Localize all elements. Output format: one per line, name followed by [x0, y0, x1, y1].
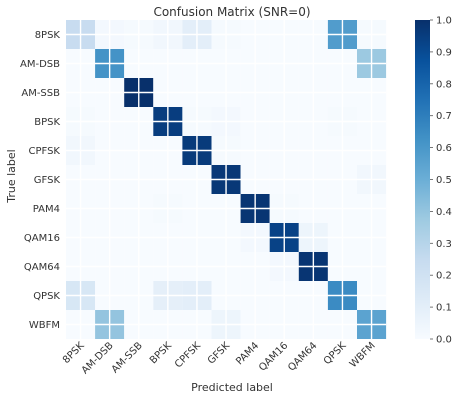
- colorbar-tick-label: 0.0: [436, 335, 452, 346]
- x-tick-label: 8PSK: [61, 340, 87, 366]
- heatmap-grid: [66, 20, 387, 339]
- y-tick-label: QAM64: [24, 262, 60, 273]
- x-tick-label: PAM4: [234, 340, 261, 367]
- colorbar-ticks: 0.0 0.1 0.2 0.3 0.4 0.5 0.6 0.7 0.8 0.9 1.0: [430, 16, 452, 346]
- colorbar-tick-label: 0.7: [436, 111, 452, 122]
- x-tick-label: QAM64: [286, 340, 319, 373]
- colorbar-tick-label: 1.0: [436, 16, 452, 27]
- x-tick-label: CPFSK: [173, 340, 203, 370]
- x-axis-label: Predicted label: [191, 381, 273, 394]
- colorbar-tick-label: 0.5: [436, 175, 452, 186]
- x-tick-label: QPSK: [322, 340, 349, 367]
- y-tick-label: QPSK: [33, 291, 60, 302]
- x-tick-label: WBFM: [348, 340, 378, 370]
- colorbar-tick-label: 0.9: [436, 47, 452, 58]
- colorbar-tick-label: 0.4: [436, 207, 452, 218]
- colorbar-tick-label: 0.2: [436, 271, 452, 282]
- colorbar: [415, 20, 430, 339]
- colorbar-tick-label: 0.3: [436, 239, 452, 250]
- x-tick-label: AM-SSB: [110, 340, 145, 375]
- y-tick-label: 8PSK: [35, 30, 61, 41]
- y-tick-labels: 8PSK AM-DSB AM-SSB BPSK CPFSK GFSK PAM4 QAM16 QA…: [20, 30, 60, 331]
- y-tick-label: QAM16: [24, 233, 60, 244]
- chart-title: Confusion Matrix (SNR=0): [153, 5, 310, 19]
- x-tick-label: QAM16: [257, 340, 290, 373]
- colorbar-tick-label: 0.8: [436, 79, 452, 90]
- y-tick-label: WBFM: [29, 320, 60, 331]
- y-tick-label: GFSK: [34, 175, 61, 186]
- x-tick-label: BPSK: [148, 340, 174, 366]
- colorbar-tick-label: 0.1: [436, 303, 452, 314]
- x-tick-label: GFSK: [206, 340, 233, 367]
- y-tick-label: AM-SSB: [21, 88, 60, 99]
- y-tick-label: BPSK: [34, 117, 60, 128]
- y-axis-label: True label: [5, 149, 18, 203]
- colorbar-tick-label: 0.6: [436, 143, 452, 154]
- x-tick-label: AM-DSB: [80, 340, 116, 376]
- y-tick-label: CPFSK: [29, 146, 61, 157]
- y-tick-label: AM-DSB: [20, 59, 60, 70]
- y-tick-label: PAM4: [33, 204, 60, 215]
